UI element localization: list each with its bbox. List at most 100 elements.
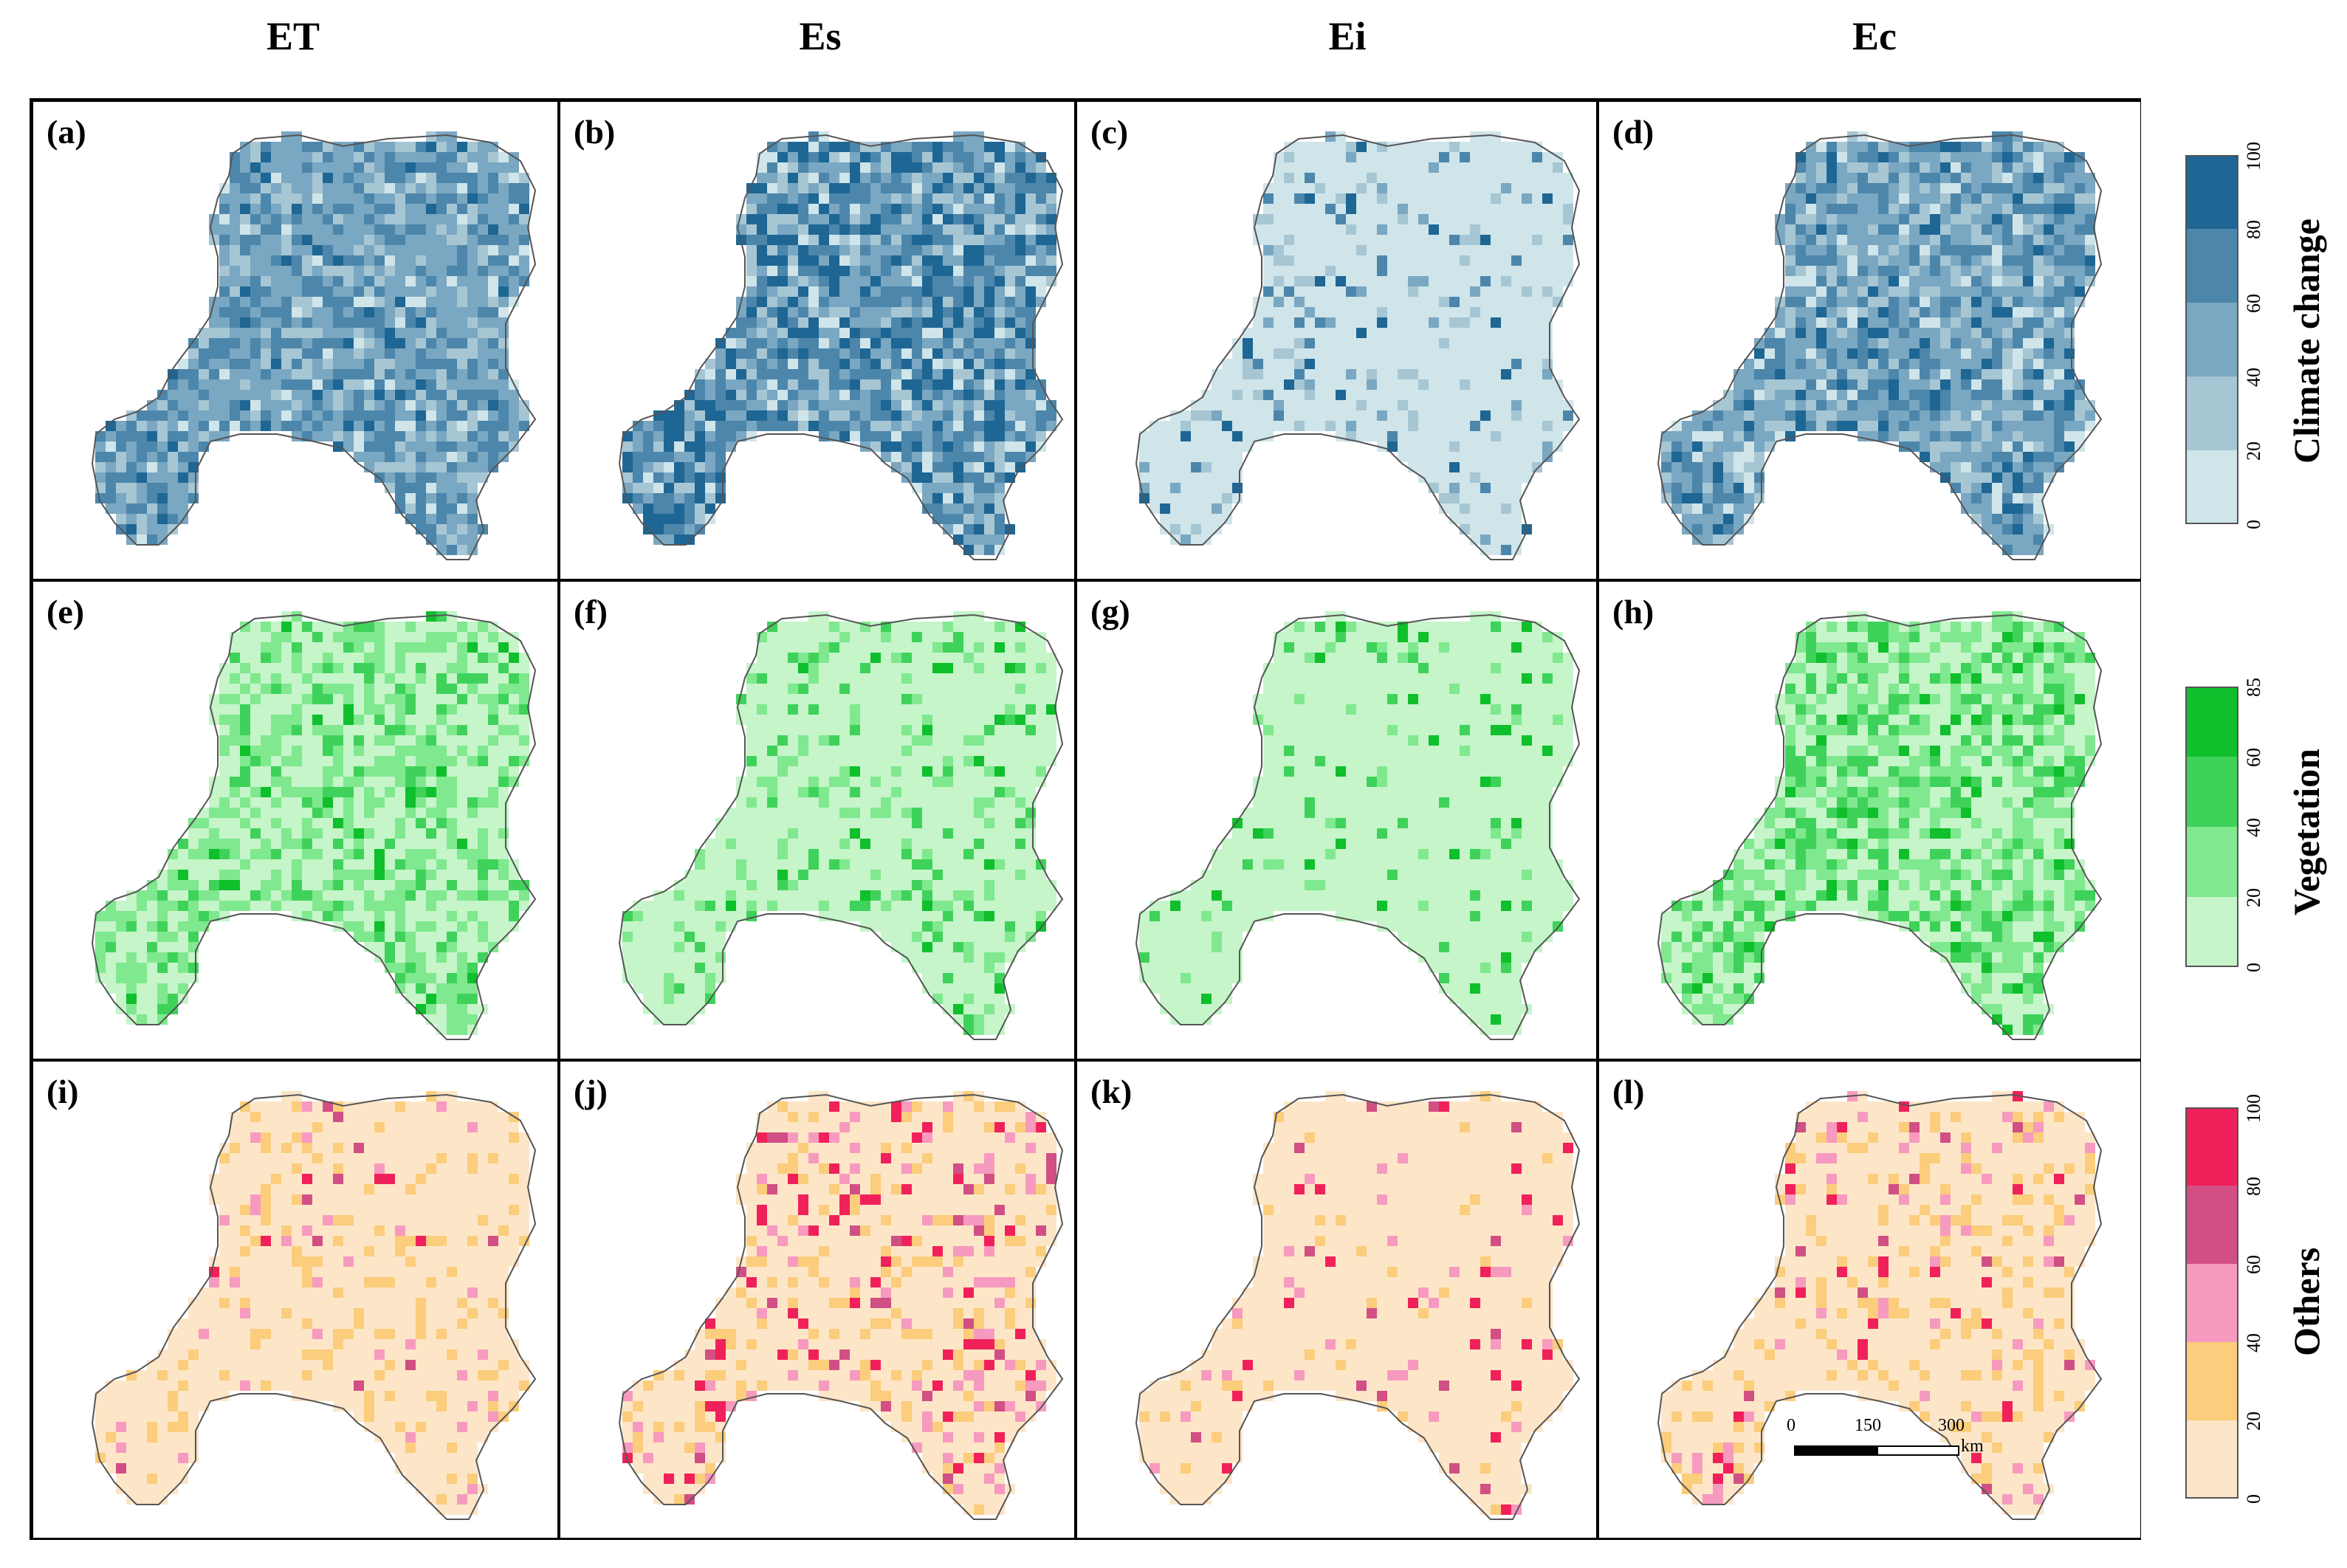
panel-label: (b) bbox=[574, 113, 616, 151]
scale-tick-300: 300 bbox=[1938, 1416, 1965, 1435]
legend-color-swatch bbox=[2185, 1264, 2238, 1342]
legend-tick-label: 0 bbox=[2243, 520, 2264, 529]
map-panel-j: (j) bbox=[560, 1062, 1077, 1538]
raster-cells bbox=[622, 131, 1056, 555]
scale-bar: 0 150 300 km bbox=[1787, 1416, 2023, 1468]
legend-color-swatch bbox=[2185, 376, 2238, 450]
legend-tick-label: 60 bbox=[2243, 1255, 2264, 1274]
legend-tick-label: 20 bbox=[2243, 1411, 2264, 1431]
map-svg bbox=[618, 611, 1064, 1040]
legend-tick-label: 40 bbox=[2243, 368, 2264, 387]
basin-outline bbox=[618, 613, 1064, 1040]
legend-color-swatch bbox=[2185, 303, 2238, 376]
basin-outline bbox=[91, 134, 537, 560]
legend-tick-label: 40 bbox=[2243, 1333, 2264, 1352]
map-panel-d: (d) bbox=[1599, 102, 2140, 582]
basin-outline bbox=[618, 134, 1064, 560]
panel-label: (g) bbox=[1090, 593, 1130, 630]
panel-label: (k) bbox=[1090, 1073, 1133, 1110]
panel-label: (l) bbox=[1612, 1073, 1645, 1110]
map-panel-grid: (a) (b) (c) (d) (e) (f) (g) (h) (i) (j) (k) (l) bbox=[30, 98, 2141, 1540]
scale-bar-white-segment bbox=[1877, 1445, 1959, 1456]
map-panel-g: (g) bbox=[1077, 582, 1599, 1062]
legend-color-swatch bbox=[2185, 155, 2238, 229]
scale-unit: km bbox=[1961, 1437, 1984, 1456]
legend-tick-label: 40 bbox=[2243, 818, 2264, 837]
panel-label: (d) bbox=[1612, 113, 1654, 151]
basin-outline bbox=[618, 1093, 1064, 1520]
legend-color-swatch bbox=[2185, 1107, 2238, 1186]
panel-label: (f) bbox=[574, 593, 608, 630]
legend-tick-label: 20 bbox=[2243, 888, 2264, 907]
panel-label: (a) bbox=[47, 113, 86, 151]
raster-cells bbox=[1139, 1091, 1573, 1515]
legend-color-ramp bbox=[2185, 155, 2238, 524]
basin-outline bbox=[91, 613, 537, 1040]
raster-cells bbox=[622, 611, 1056, 1035]
map-svg bbox=[91, 611, 537, 1040]
map-svg bbox=[1135, 1091, 1581, 1520]
column-title-ei: Ei bbox=[1328, 14, 1367, 58]
basin-outline bbox=[91, 1093, 537, 1520]
raster-cells bbox=[1139, 131, 1573, 555]
map-panel-k: (k) bbox=[1077, 1062, 1599, 1538]
map-svg bbox=[91, 1091, 537, 1520]
scale-tick-150: 150 bbox=[1855, 1416, 1881, 1435]
legend-tick-label: 80 bbox=[2243, 1177, 2264, 1196]
basin-outline bbox=[1657, 1093, 2103, 1520]
legend-color-ramp bbox=[2185, 1107, 2238, 1499]
scale-bar-black-segment bbox=[1794, 1445, 1877, 1456]
column-title-et: ET bbox=[266, 14, 320, 58]
basin-outline bbox=[1657, 613, 2103, 1040]
map-svg bbox=[1657, 131, 2103, 560]
map-panel-h: (h) bbox=[1599, 582, 2140, 1062]
legend-tick-label: 60 bbox=[2243, 294, 2264, 313]
map-svg bbox=[1135, 611, 1581, 1040]
legend-color-ramp bbox=[2185, 687, 2238, 967]
raster-cells bbox=[1661, 611, 2095, 1035]
panel-label: (e) bbox=[47, 593, 85, 630]
legend-color-swatch bbox=[2185, 229, 2238, 303]
map-panel-e: (e) bbox=[33, 582, 560, 1062]
raster-cells bbox=[1661, 131, 2095, 555]
raster-cells bbox=[95, 131, 529, 555]
legend-color-swatch bbox=[2185, 450, 2238, 524]
map-svg bbox=[91, 131, 537, 560]
map-svg bbox=[618, 131, 1064, 560]
basin-outline bbox=[1135, 1093, 1581, 1520]
map-panel-a: (a) bbox=[33, 102, 560, 582]
legend-title: Others bbox=[2286, 1247, 2327, 1356]
map-svg bbox=[618, 1091, 1064, 1520]
legend-tick-label: 60 bbox=[2243, 748, 2264, 767]
map-panel-b: (b) bbox=[560, 102, 1077, 582]
legend-color-swatch bbox=[2185, 757, 2238, 827]
panel-label: (h) bbox=[1612, 593, 1654, 630]
legend-color-swatch bbox=[2185, 1186, 2238, 1264]
basin-outline bbox=[1135, 613, 1581, 1040]
raster-cells bbox=[95, 1091, 529, 1515]
basin-outline bbox=[1135, 134, 1581, 560]
legend-tick-label: 0 bbox=[2243, 963, 2264, 972]
map-svg bbox=[1657, 1091, 2103, 1520]
raster-cells bbox=[1661, 1091, 2095, 1515]
legend-color-swatch bbox=[2185, 687, 2238, 757]
legend-color-swatch bbox=[2185, 897, 2238, 967]
legend-border bbox=[2185, 155, 2238, 524]
raster-cells bbox=[622, 1091, 1056, 1515]
legend-tick-label: 100 bbox=[2243, 142, 2264, 171]
panel-label: (j) bbox=[574, 1073, 608, 1110]
legend-border bbox=[2185, 687, 2238, 967]
raster-cells bbox=[95, 611, 529, 1035]
column-title-ec: Ec bbox=[1852, 14, 1897, 58]
legend-color-swatch bbox=[2185, 1342, 2238, 1420]
panel-label: (c) bbox=[1090, 113, 1129, 151]
map-svg bbox=[1135, 131, 1581, 560]
panel-label: (i) bbox=[47, 1073, 79, 1110]
legend-title: Climate change bbox=[2286, 219, 2327, 464]
legend-tick-label: 80 bbox=[2243, 220, 2264, 239]
map-panel-l: (l) bbox=[1599, 1062, 2140, 1538]
column-title-es: Es bbox=[799, 14, 842, 58]
basin-outline bbox=[1657, 134, 2103, 560]
map-panel-i: (i) bbox=[33, 1062, 560, 1538]
raster-cells bbox=[1139, 611, 1573, 1035]
